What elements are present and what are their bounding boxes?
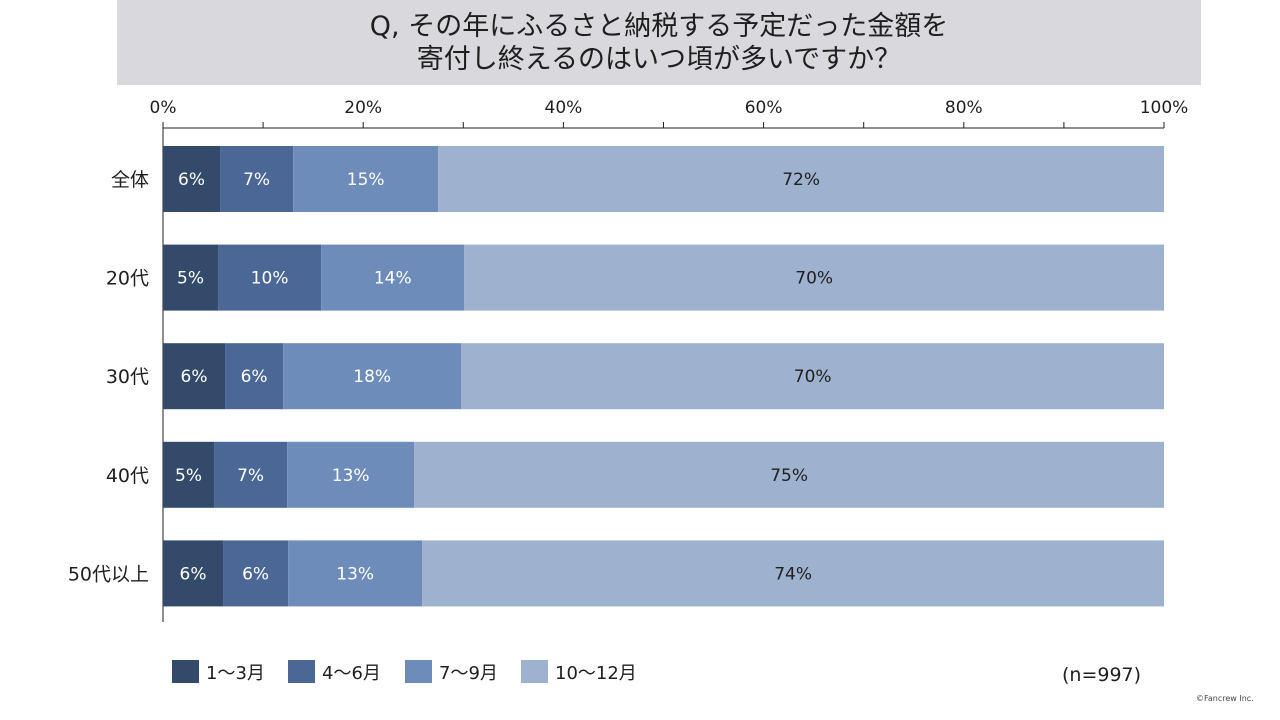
category-label: 50代以上 [68,563,149,585]
chart-title-line-2: 寄付し終えるのはいつ頃が多いですか？ [416,43,902,75]
data-label: 5% [177,269,204,289]
category-label: 40代 [106,465,149,487]
data-label: 18% [353,367,391,387]
copyright-credit: ©Fancrew Inc. [1196,694,1254,703]
bar-segment [321,244,465,311]
category-label: 20代 [106,268,149,290]
chart-title: Q, その年にふるさと納税する予定だった金額を 寄付し終えるのはいつ頃が多いです… [117,0,1201,85]
bar-segment [422,540,1164,607]
bar-segment [163,146,221,212]
sample-size-note: (n=997) [1062,664,1142,686]
data-label: 6% [180,564,207,584]
bar-segment [163,343,226,410]
x-tick-label: 80% [945,98,983,118]
legend-swatch [288,660,315,683]
data-label: 15% [347,170,385,190]
legend-label: 4～6月 [322,663,381,684]
data-label: 70% [795,269,833,289]
bar-segment [225,343,284,410]
chart-title-line-1: Q, その年にふるさと納税する予定だった金額を [369,10,949,42]
data-label: 13% [336,564,374,584]
bar-segment [163,244,219,311]
bar-segment [288,540,423,607]
bar-segment [214,441,288,508]
bar-segment [464,244,1164,311]
data-label: 6% [242,564,269,584]
data-label: 70% [794,367,832,387]
bar-segment [438,146,1164,212]
x-tick-label: 20% [344,98,382,118]
data-label: 10% [251,269,289,289]
bar-segment [414,441,1165,508]
data-label: 74% [774,564,812,584]
bar-segment [220,146,294,212]
x-tick-label: 40% [545,98,583,118]
bar-segment [293,146,439,212]
bar-segment [218,244,322,311]
bar-segment [287,441,415,508]
data-label: 7% [243,170,270,190]
data-label: 72% [782,170,820,190]
bar-segment [283,343,462,410]
bar-segment [163,441,215,508]
data-label: 5% [175,466,202,486]
category-label: 30代 [106,366,149,388]
data-label: 7% [237,466,264,486]
legend-label: 10～12月 [555,663,637,684]
category-label: 全体 [111,169,149,191]
legend-label: 7～9月 [439,663,498,684]
data-label: 6% [241,367,268,387]
legend-swatch [521,660,548,683]
bar-segment [163,540,224,607]
x-tick-label: 0% [150,98,177,118]
data-label: 75% [770,466,808,486]
x-tick-label: 100% [1140,98,1189,118]
data-label: 14% [374,269,412,289]
data-label: 6% [181,367,208,387]
bar-segment [223,540,289,607]
legend-swatch [172,660,199,683]
x-tick-label: 60% [745,98,783,118]
data-label: 13% [332,466,370,486]
legend-swatch [405,660,432,683]
legend-label: 1～3月 [206,663,265,684]
bar-segment [461,343,1165,410]
data-label: 6% [178,170,205,190]
